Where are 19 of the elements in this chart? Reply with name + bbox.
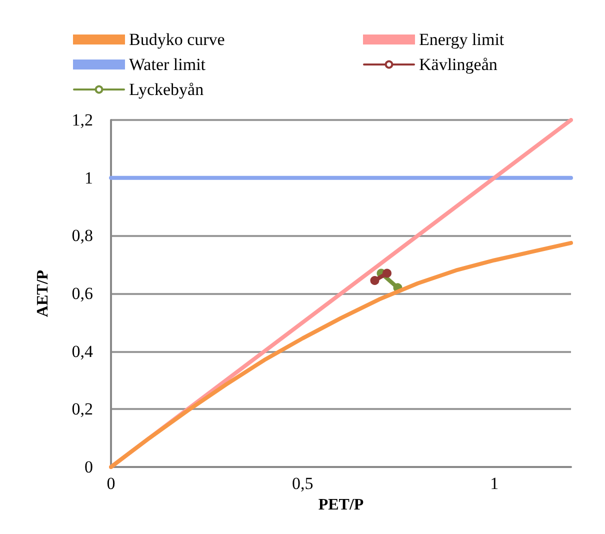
- y-tick-label: 0,8: [72, 226, 93, 246]
- x-tick-label: 0,5: [292, 474, 314, 493]
- x-tick-label: 0: [106, 474, 116, 493]
- x-tick-label: 1: [490, 474, 499, 493]
- y-tick-label: 1,2: [72, 110, 93, 130]
- point: [370, 276, 380, 285]
- y-tick-label: 0,4: [72, 342, 94, 361]
- y-tick-label: 0: [84, 458, 93, 476]
- legend-label: Budyko curve: [129, 30, 225, 49]
- x-axis-title: PET/P: [318, 496, 364, 514]
- legend-label: Energy limit: [419, 30, 504, 49]
- y-tick-label: 0,6: [72, 284, 93, 303]
- point: [382, 268, 392, 278]
- legend-label: Lyckebyån: [129, 80, 204, 99]
- legend-label: Water limit: [129, 55, 206, 74]
- legend-label: Kävlingeån: [419, 55, 498, 74]
- y-tick-label: 1: [84, 168, 93, 188]
- y-axis-title: AET/P: [34, 270, 52, 318]
- y-tick-label: 0,2: [72, 400, 93, 419]
